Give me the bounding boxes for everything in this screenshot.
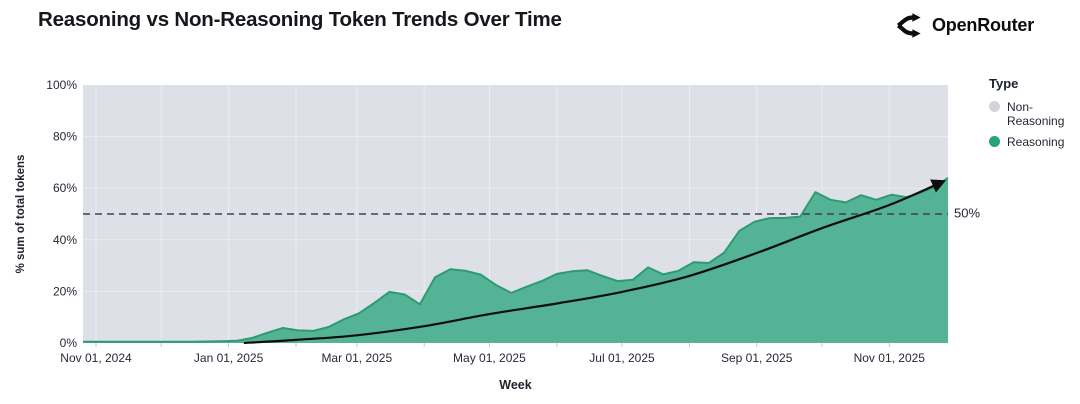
x-tick-label: May 01, 2025 [453, 351, 526, 365]
x-tick-label: Jul 01, 2025 [589, 351, 655, 365]
openrouter-logo-icon [896, 13, 921, 38]
non-reasoning-swatch [989, 101, 1000, 112]
reference-line-label: 50% [954, 205, 981, 221]
legend-item-non-reasoning[interactable]: Non-Reasoning [989, 100, 1069, 128]
x-tick-label: Sep 01, 2025 [721, 351, 793, 365]
x-axis-title: Week [499, 378, 532, 392]
reasoning-area-outline [83, 177, 949, 343]
y-tick-label: 0% [60, 336, 78, 350]
x-tick-label: Nov 01, 2024 [60, 351, 132, 365]
legend-item-reasoning[interactable]: Reasoning [989, 135, 1069, 149]
y-tick-label: 80% [53, 130, 77, 144]
legend-title: Type [989, 76, 1019, 91]
x-tick-label: Mar 01, 2025 [321, 351, 392, 365]
y-axis-title: % sum of total tokens [15, 154, 27, 274]
y-tick-label: 60% [53, 181, 77, 195]
y-tick-label: 100% [46, 78, 77, 92]
legend-item-label: Reasoning [1007, 135, 1065, 150]
reasoning-swatch [989, 136, 1000, 148]
reasoning-area [83, 177, 948, 343]
x-tick-label: Jan 01, 2025 [194, 351, 264, 365]
openrouter-logo-text: OpenRouter [932, 15, 1035, 35]
legend-item-label: Non-Reasoning [1007, 100, 1065, 129]
x-tick-label: Nov 01, 2025 [854, 351, 926, 365]
openrouter-logo: OpenRouter [895, 12, 1034, 39]
trend-curve [243, 179, 947, 345]
y-tick-label: 40% [53, 233, 77, 247]
y-tick-label: 20% [53, 284, 77, 298]
page-title: Reasoning vs Non-Reasoning Token Trends … [38, 8, 562, 31]
legend: Type Non-Reasoning Reasoning [989, 76, 1069, 156]
